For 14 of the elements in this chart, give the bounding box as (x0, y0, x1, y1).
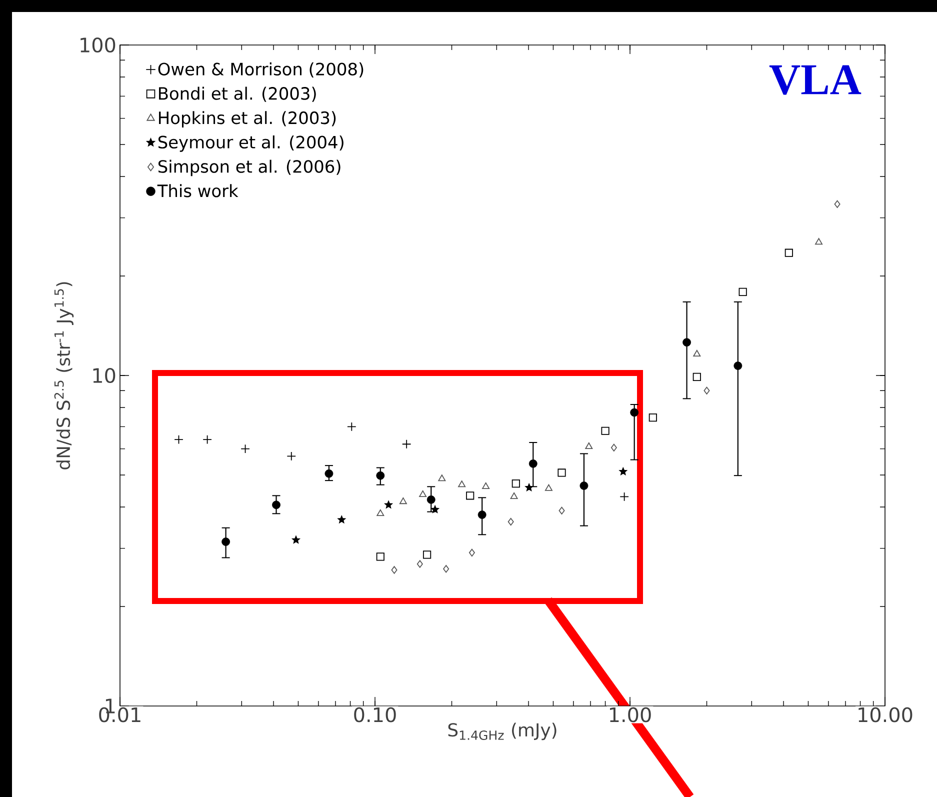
x-axis-title: S$_{1.4GHz}$ (mJy) (448, 722, 556, 740)
x-tick-label: 10.00 (858, 707, 912, 722)
legend-label: This work (157, 184, 238, 198)
legend-label: Hopkins et al. (2003) (159, 111, 336, 128)
x-tick-label: 0.10 (354, 707, 396, 722)
y-axis-title: dN/dS S$^{2.5}$ (str$^{-1}$ Jy$^{1.5}$) (54, 282, 74, 470)
y-tick-label: 10 (93, 368, 116, 384)
y-tick-label: 100 (80, 37, 116, 53)
legend-label: Simpson et al. (2006) (158, 160, 340, 176)
annotation: VLA (769, 65, 862, 95)
legend-label: Owen & Morrison (2008) (158, 62, 364, 78)
legend-label: Seymour et al. (2004) (158, 135, 344, 152)
x-tick-label: 1.00 (610, 707, 651, 722)
legend-label: Bondi et al. (2003) (159, 86, 316, 102)
